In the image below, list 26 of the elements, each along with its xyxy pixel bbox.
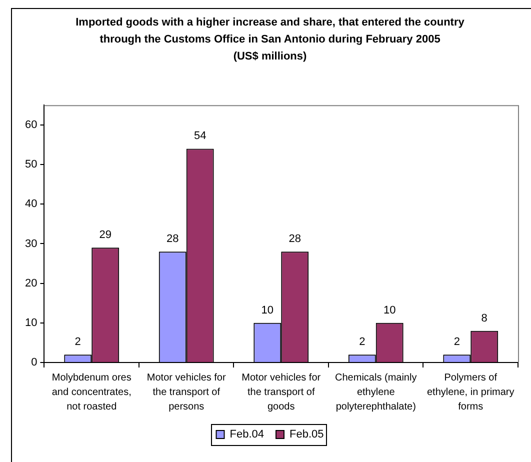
x-tick-label: Motor vehicles for the transport of goods (242, 372, 322, 412)
data-label: 29 (99, 229, 112, 242)
data-label: 2 (359, 336, 366, 348)
x-tick-label: Polymers of ethylene, in primary forms (426, 372, 514, 412)
data-label: 2 (454, 336, 460, 348)
y-tick-label: 60 (24, 118, 38, 131)
chart-title: Imported goods with a higher increase and share, that entered the country through the Customs Office in San Antonio during February 2005 (76, 16, 466, 46)
x-tick-label: Chemicals (mainly ethylene polyterephthalate) (335, 372, 417, 412)
y-tick-label: 20 (24, 277, 38, 290)
data-label: 54 (194, 130, 206, 142)
chart-subtitle: (US$ millions) (233, 50, 308, 63)
y-tick-label: 10 (24, 316, 38, 329)
data-label: 10 (383, 304, 396, 316)
data-label: 28 (288, 233, 301, 246)
y-tick-label: 50 (24, 158, 38, 171)
data-label: 2 (74, 336, 81, 348)
data-label: 8 (481, 312, 488, 324)
y-tick-label: 30 (24, 238, 38, 250)
y-tick-label: 0 (31, 356, 38, 369)
legend-label: Feb.05 (290, 428, 324, 441)
y-tick-label: 40 (24, 198, 38, 210)
data-label: 28 (166, 233, 179, 246)
data-label: 10 (261, 304, 274, 316)
x-tick-label: Molybdenum ores and concentrates, not roasted (52, 372, 132, 412)
legend-label: Feb.04 (230, 428, 264, 441)
x-tick-label: Motor vehicles for the transport of persons (146, 372, 226, 412)
